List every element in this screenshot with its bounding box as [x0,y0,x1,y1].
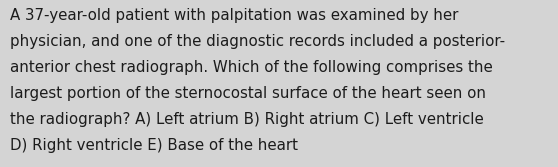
Text: the radiograph? A) Left atrium B) Right atrium C) Left ventricle: the radiograph? A) Left atrium B) Right … [10,112,484,127]
Text: anterior chest radiograph. Which of the following comprises the: anterior chest radiograph. Which of the … [10,60,493,75]
Text: physician, and one of the diagnostic records included a posterior-: physician, and one of the diagnostic rec… [10,34,505,49]
Text: D) Right ventricle E) Base of the heart: D) Right ventricle E) Base of the heart [10,138,298,153]
Text: largest portion of the sternocostal surface of the heart seen on: largest portion of the sternocostal surf… [10,86,486,101]
Text: A 37-year-old patient with palpitation was examined by her: A 37-year-old patient with palpitation w… [10,8,459,23]
